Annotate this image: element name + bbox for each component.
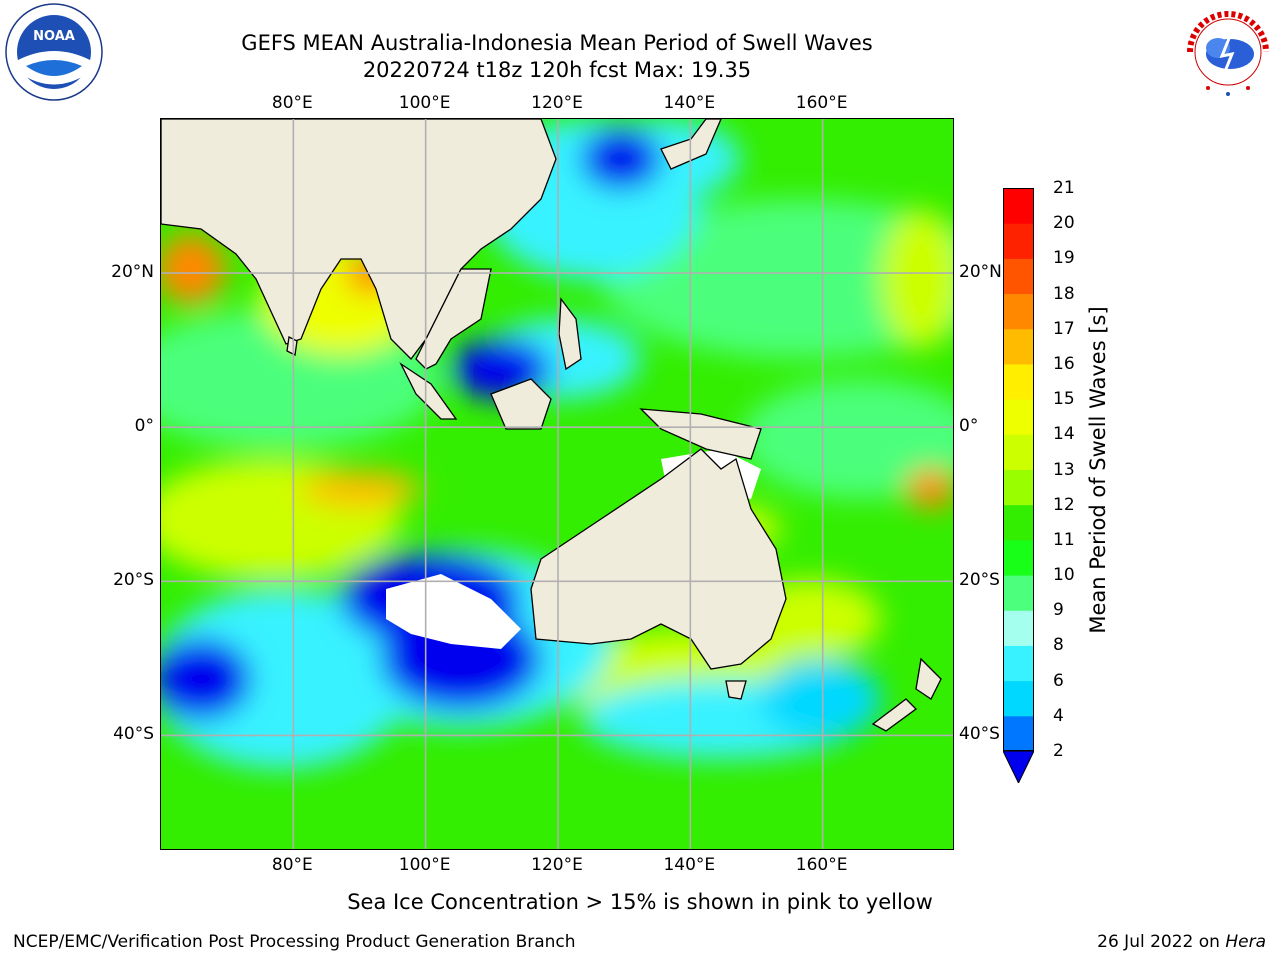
lat-tick-label: 20°N xyxy=(959,262,1002,283)
colorbar-tick-label: 17 xyxy=(1053,318,1075,339)
colorbar-tick-label: 8 xyxy=(1053,635,1064,656)
colorbar-tick-label: 9 xyxy=(1053,600,1064,621)
lat-tick-label: 20°S xyxy=(113,570,154,591)
lat-tick-label: 40°S xyxy=(113,724,154,745)
colorbar-segment xyxy=(1003,363,1034,400)
colorbar-tick-label: 6 xyxy=(1053,670,1064,691)
colorbar-tick-label: 20 xyxy=(1053,213,1075,234)
lat-tick-label: 0° xyxy=(134,416,154,437)
colorbar-segment xyxy=(1003,399,1034,435)
lon-tick-label: 140°E xyxy=(663,93,716,113)
colorbar-segment xyxy=(1003,223,1034,259)
map-plot xyxy=(161,119,953,849)
colorbar-segment xyxy=(1003,539,1034,576)
lat-tick-label: 20°S xyxy=(959,570,1000,591)
colorbar-tick-label: 21 xyxy=(1053,178,1075,198)
colorbar-extend-min xyxy=(1003,750,1034,783)
lon-tick-label: 80°E xyxy=(271,855,313,875)
svg-text:NOAA: NOAA xyxy=(33,29,75,44)
colorbar-segment xyxy=(1003,645,1034,682)
colorbar-segment xyxy=(1003,293,1034,330)
colorbar-segment xyxy=(1003,715,1034,752)
colorbar-tick-label: 11 xyxy=(1053,529,1075,550)
colorbar-tick-label: 12 xyxy=(1053,494,1075,515)
colorbar xyxy=(1003,188,1034,783)
map-subtitle: 20220724 t18z 120h fcst Max: 19.35 xyxy=(362,58,752,82)
lat-tick-label: 40°S xyxy=(959,724,1000,745)
colorbar-tick-label: 19 xyxy=(1053,248,1075,269)
lat-tick-label: 20°N xyxy=(111,262,154,283)
colorbar-title: Mean Period of Swell Waves [s] xyxy=(1086,306,1110,634)
lon-tick-label: 100°E xyxy=(398,93,451,113)
colorbar-tick-label: 16 xyxy=(1053,353,1075,374)
footer-date: 26 Jul 2022 on Hera xyxy=(1097,932,1266,952)
colorbar-tick-label: 4 xyxy=(1053,705,1064,726)
lon-tick-label: 100°E xyxy=(398,855,451,875)
colorbar-segment xyxy=(1003,610,1034,646)
colorbar-tick-label: 14 xyxy=(1053,424,1075,445)
lon-tick-label: 80°E xyxy=(271,93,313,113)
calm-zone xyxy=(386,574,521,649)
colorbar-frame xyxy=(1003,188,1034,751)
lon-tick-label: 140°E xyxy=(663,855,716,875)
swell-period-map xyxy=(160,118,954,850)
colorbar-segment xyxy=(1003,680,1034,717)
footer-host: Hera xyxy=(1225,932,1266,952)
colorbar-tick-label: 10 xyxy=(1053,565,1075,586)
colorbar-segment xyxy=(1003,469,1034,506)
land xyxy=(161,119,942,732)
colorbar-tick-label: 15 xyxy=(1053,389,1075,410)
colorbar-tick-label: 13 xyxy=(1053,459,1075,480)
colorbar-segment xyxy=(1003,575,1034,611)
colorbar-segment xyxy=(1003,434,1034,470)
colorbar-segment xyxy=(1003,188,1034,224)
lon-tick-label: 160°E xyxy=(795,855,848,875)
nws-logo xyxy=(1180,4,1276,100)
lon-tick-label: 120°E xyxy=(531,855,583,875)
colorbar-segment xyxy=(1003,504,1034,541)
colorbar-segment xyxy=(1003,258,1034,295)
colorbar-tick-label: 18 xyxy=(1053,283,1075,304)
map-title: GEFS MEAN Australia-Indonesia Mean Perio… xyxy=(241,31,873,55)
lon-tick-label: 160°E xyxy=(795,93,848,113)
sea-ice-note: Sea Ice Concentration > 15% is shown in … xyxy=(347,890,933,914)
colorbar-tick-label: 2 xyxy=(1053,741,1064,761)
lat-tick-label: 0° xyxy=(959,416,979,437)
footer-date-text: 26 Jul 2022 on xyxy=(1097,932,1226,952)
colorbar-segment xyxy=(1003,328,1034,365)
lon-tick-label: 120°E xyxy=(531,93,583,113)
noaa-logo: NOAA xyxy=(5,3,103,101)
footer-branch: NCEP/EMC/Verification Post Processing Pr… xyxy=(13,932,576,952)
graticule xyxy=(161,119,953,849)
